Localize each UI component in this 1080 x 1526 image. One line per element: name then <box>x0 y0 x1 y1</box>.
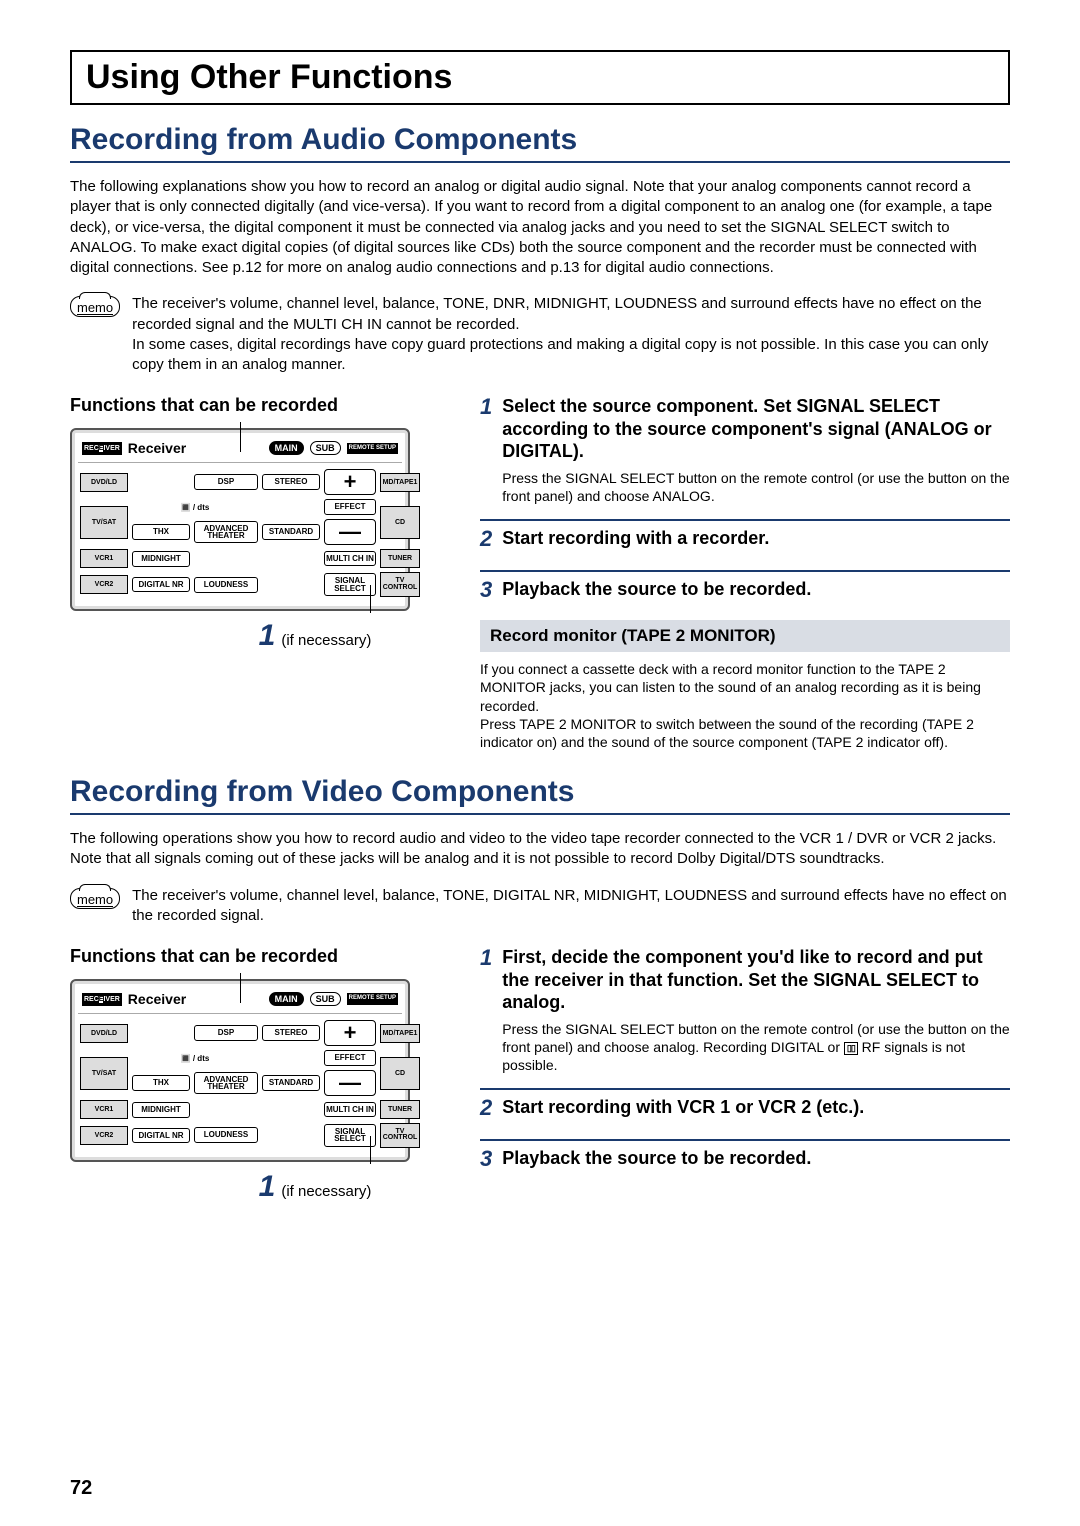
inset-text: If you connect a cassette deck with a re… <box>480 660 1010 751</box>
multich-btn: MULTI CH IN <box>324 1102 376 1117</box>
side-btn: CD <box>380 1057 420 1090</box>
side-btn: VCR2 <box>80 575 128 594</box>
remote-title: Receiver <box>128 440 263 456</box>
step-title: First, decide the component you'd like t… <box>502 946 1010 1014</box>
inset-title: Record monitor (TAPE 2 MONITOR) <box>480 620 1010 652</box>
remote-setup-badge: REMOTE SETUP <box>347 993 398 1004</box>
digitalnr-btn: DIGITAL NR <box>132 577 190 592</box>
standard-btn: STANDARD <box>262 524 320 540</box>
dolby-digital-icon: ▯▯ <box>844 1042 858 1056</box>
side-btn: TUNER <box>380 549 420 568</box>
midnight-btn: MIDNIGHT <box>132 551 190 567</box>
section1-title: Recording from Audio Components <box>70 123 1010 163</box>
memo-text-1: The receiver's volume, channel level, ba… <box>132 294 1010 375</box>
side-btn: MD/TAPE1 <box>380 1024 420 1043</box>
side-btn: VCR2 <box>80 1126 128 1145</box>
multich-btn: MULTI CH IN <box>324 551 376 566</box>
step-text: Press the SIGNAL SELECT button on the re… <box>502 1020 1010 1075</box>
memo-icon: memo <box>70 888 120 909</box>
sub-pill: SUB <box>310 441 341 455</box>
sub-pill: SUB <box>310 992 341 1006</box>
callout-num: 1 <box>259 619 276 653</box>
side-btn: CD <box>380 506 420 539</box>
minus-btn: — <box>324 519 376 545</box>
memo-row-1: memo The receiver's volume, channel leve… <box>70 294 1010 375</box>
dsp-btn: DSP <box>194 1025 258 1041</box>
digitalnr-btn: DIGITAL NR <box>132 1128 190 1143</box>
dts-label: 🔳 / dts <box>132 1054 258 1063</box>
section2-steps: 1 First, decide the component you'd like… <box>480 946 1010 1204</box>
step-num: 2 <box>480 527 492 556</box>
loudness-btn: LOUDNESS <box>194 577 258 593</box>
remote-diagram-2: RECEIVER Receiver MAIN SUB REMOTE SETUP … <box>70 979 440 1162</box>
adv-theater-btn: ADVANCED THEATER <box>194 1072 258 1094</box>
side-btn: DVD/LD <box>80 1024 128 1043</box>
dts-label: 🔳 / dts <box>132 503 258 512</box>
step-title: Playback the source to be recorded. <box>502 578 1010 601</box>
side-btn: TV/SAT <box>80 506 128 539</box>
step-title: Start recording with a recorder. <box>502 527 1010 550</box>
receiver-badge: RECEIVER <box>82 442 122 455</box>
stereo-btn: STEREO <box>262 474 320 490</box>
main-pill: MAIN <box>269 992 304 1006</box>
effect-btn: EFFECT <box>324 499 376 515</box>
minus-btn: — <box>324 1070 376 1096</box>
side-btn: DVD/LD <box>80 473 128 492</box>
side-btn: TV/SAT <box>80 1057 128 1090</box>
standard-btn: STANDARD <box>262 1075 320 1091</box>
remote-diagram-1: RECEIVER Receiver MAIN SUB REMOTE SETUP … <box>70 428 440 611</box>
dsp-btn: DSP <box>194 474 258 490</box>
memo-text-2: The receiver's volume, channel level, ba… <box>132 886 1010 927</box>
remote-panel: RECEIVER Receiver MAIN SUB REMOTE SETUP … <box>70 428 440 611</box>
step-text: Press the SIGNAL SELECT button on the re… <box>502 469 1010 505</box>
adv-theater-btn: ADVANCED THEATER <box>194 521 258 543</box>
section1-intro: The following explanations show you how … <box>70 177 1010 278</box>
side-btn: TUNER <box>380 1100 420 1119</box>
callout-note: (if necessary) <box>281 632 371 649</box>
func-heading-1: Functions that can be recorded <box>70 395 440 416</box>
loudness-btn: LOUDNESS <box>194 1127 258 1143</box>
step-num: 1 <box>480 946 492 1074</box>
plus-btn: + <box>324 1020 376 1046</box>
signal-select-btn: SIGNAL SELECT <box>324 573 376 595</box>
side-btn: MD/TAPE1 <box>380 473 420 492</box>
main-pill: MAIN <box>269 441 304 455</box>
callout-num: 1 <box>259 1170 276 1204</box>
step-title: Select the source component. Set SIGNAL … <box>502 395 1010 463</box>
thx-btn: THX <box>132 1075 190 1091</box>
midnight-btn: MIDNIGHT <box>132 1102 190 1118</box>
remote-panel: RECEIVER Receiver MAIN SUB REMOTE SETUP … <box>70 979 440 1162</box>
memo-icon: memo <box>70 296 120 317</box>
stereo-btn: STEREO <box>262 1025 320 1041</box>
callout-note: (if necessary) <box>281 1183 371 1200</box>
func-heading-2: Functions that can be recorded <box>70 946 440 967</box>
step-num: 3 <box>480 1147 492 1176</box>
thx-btn: THX <box>132 524 190 540</box>
signal-select-btn: SIGNAL SELECT <box>324 1124 376 1146</box>
effect-btn: EFFECT <box>324 1050 376 1066</box>
step-title: Playback the source to be recorded. <box>502 1147 1010 1170</box>
page-number: 72 <box>70 1477 92 1500</box>
remote-setup-badge: REMOTE SETUP <box>347 443 398 454</box>
receiver-badge: RECEIVER <box>82 993 122 1006</box>
step-callout-1: 1 (if necessary) <box>190 619 440 653</box>
remote-title: Receiver <box>128 991 263 1007</box>
memo-row-2: memo The receiver's volume, channel leve… <box>70 886 1010 927</box>
step-callout-2: 1 (if necessary) <box>190 1170 440 1204</box>
side-btn: VCR1 <box>80 1100 128 1119</box>
side-btn: TV CONTROL <box>380 1123 420 1148</box>
section2-intro: The following operations show you how to… <box>70 829 1010 870</box>
side-btn: TV CONTROL <box>380 572 420 597</box>
step-num: 3 <box>480 578 492 607</box>
step-num: 1 <box>480 395 492 505</box>
section2-title: Recording from Video Components <box>70 775 1010 815</box>
step-num: 2 <box>480 1096 492 1125</box>
side-btn: VCR1 <box>80 549 128 568</box>
chapter-title-box: Using Other Functions <box>70 50 1010 105</box>
section1-steps: 1 Select the source component. Set SIGNA… <box>480 395 1010 751</box>
step-title: Start recording with VCR 1 or VCR 2 (etc… <box>502 1096 1010 1119</box>
chapter-title: Using Other Functions <box>86 58 994 97</box>
plus-btn: + <box>324 469 376 495</box>
